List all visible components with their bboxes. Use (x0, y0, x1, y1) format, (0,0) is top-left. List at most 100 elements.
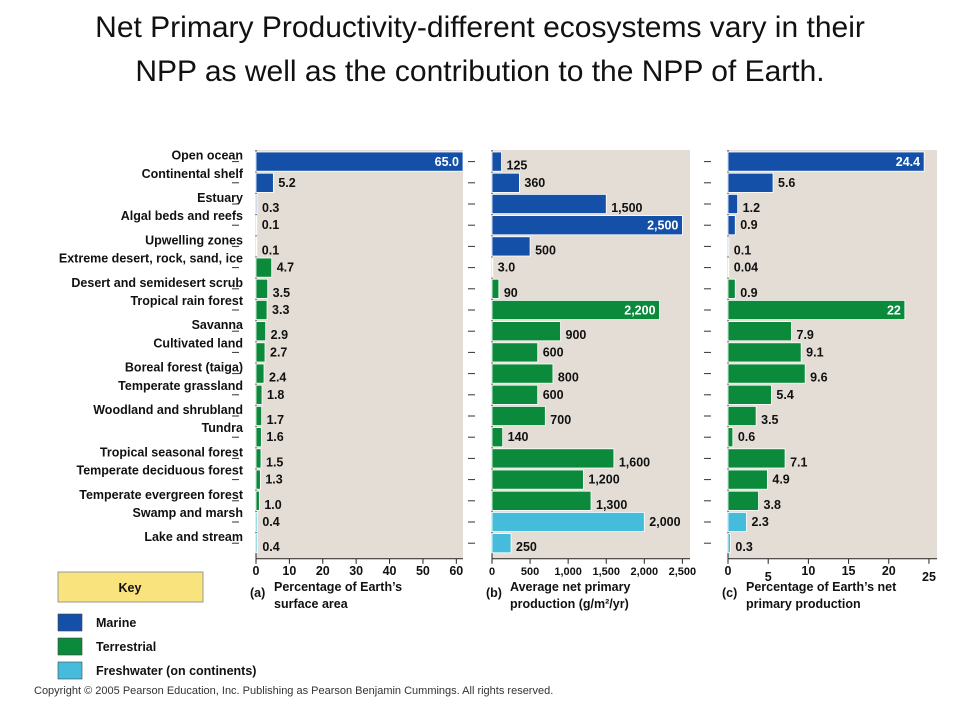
bar (255, 172, 274, 193)
bar (255, 469, 261, 490)
data-label: 24.4 (896, 155, 920, 169)
x-axis-label: Average net primary (510, 580, 630, 594)
bar (491, 278, 500, 299)
data-label: 2,500 (647, 219, 678, 233)
bar (491, 469, 584, 490)
data-label: 1.3 (265, 473, 282, 487)
bar (255, 321, 267, 342)
bar (727, 342, 802, 363)
x-tick-label: 20 (882, 564, 896, 578)
x-tick-label: 40 (383, 564, 397, 578)
x-tick-label: 0 (253, 564, 260, 578)
bar (727, 448, 786, 469)
data-label: 3.0 (498, 261, 515, 275)
x-tick-label: 60 (449, 564, 463, 578)
category-label: Woodland and shrubland (93, 403, 243, 417)
bar (491, 299, 660, 320)
data-label: 600 (543, 345, 564, 359)
data-label: 1.7 (267, 413, 284, 427)
category-label: Tundra (202, 421, 244, 435)
data-label: 1.8 (267, 388, 284, 402)
bar (255, 405, 263, 426)
bar (727, 321, 792, 342)
legend-key-box (57, 571, 204, 603)
x-tick-label: 20 (316, 564, 330, 578)
bar (255, 427, 262, 448)
bar (727, 193, 739, 214)
x-tick-label: 2,500 (669, 566, 697, 578)
data-label: 2.4 (269, 371, 286, 385)
bar (491, 490, 592, 511)
bar (255, 384, 263, 405)
bar (255, 512, 258, 533)
data-label: 0.04 (734, 261, 758, 275)
bar (491, 172, 520, 193)
data-label: 65.0 (435, 155, 459, 169)
x-tick-label: 30 (349, 564, 363, 578)
data-label: 4.9 (772, 473, 789, 487)
bar (727, 215, 736, 236)
data-label: 3.5 (761, 413, 778, 427)
bar (491, 151, 502, 172)
bar (255, 236, 258, 257)
data-label: 1.5 (266, 455, 283, 469)
category-label: Tropical seasonal forest (100, 445, 244, 459)
x-tick-label: 500 (521, 566, 539, 578)
data-label: 1.2 (743, 201, 760, 215)
bar (255, 363, 265, 384)
bar (255, 278, 269, 299)
category-label: Extreme desert, rock, sand, ice (59, 252, 243, 266)
category-label: Desert and semidesert scrub (71, 276, 243, 290)
data-label: 1,300 (596, 498, 627, 512)
data-label: 360 (524, 176, 545, 190)
data-label: 1,200 (588, 473, 619, 487)
data-label: 800 (558, 371, 579, 385)
bar (491, 448, 615, 469)
legend-title: Key (119, 581, 142, 595)
data-label: 140 (508, 430, 529, 444)
x-tick-label: 2,000 (631, 566, 659, 578)
x-tick-label: 0 (725, 564, 732, 578)
data-label: 5.6 (778, 176, 795, 190)
title-line-2: NPP as well as the contribution to the N… (135, 55, 825, 88)
x-tick-label: 10 (801, 564, 815, 578)
panel-letter: (c) (722, 586, 737, 600)
data-label: 250 (516, 540, 537, 554)
bar (491, 215, 683, 236)
legend-label: Marine (96, 616, 136, 630)
x-tick-label: 1,000 (554, 566, 582, 578)
bar (491, 257, 494, 278)
x-tick-label: 15 (842, 564, 856, 578)
data-label: 2.7 (270, 345, 287, 359)
bar (255, 151, 464, 172)
data-label: 5.4 (776, 388, 793, 402)
bar (255, 342, 266, 363)
data-label: 0.1 (262, 243, 279, 257)
x-tick-label: 5 (765, 570, 772, 584)
bar (255, 490, 260, 511)
data-label: 7.1 (790, 455, 807, 469)
category-label: Temperate evergreen forest (79, 488, 244, 502)
legend-swatch (57, 661, 83, 680)
bar (255, 299, 268, 320)
bar (727, 236, 730, 257)
data-label: 900 (566, 328, 587, 342)
data-label: 0.9 (740, 286, 757, 300)
panel-letter: (b) (486, 586, 502, 600)
data-label: 0.4 (262, 540, 279, 554)
legend-swatch (57, 637, 83, 656)
bar (491, 533, 512, 554)
bar (491, 342, 539, 363)
title-line-1: Net Primary Productivity-different ecosy… (95, 11, 865, 44)
data-label: 0.3 (735, 540, 752, 554)
page-title: Net Primary Productivity-different ecosy… (0, 6, 960, 94)
category-label: Continental shelf (142, 167, 244, 181)
bar (255, 448, 262, 469)
data-label: 7.9 (797, 328, 814, 342)
bar (727, 512, 747, 533)
bar (727, 427, 734, 448)
bar (255, 257, 273, 278)
bar (255, 193, 258, 214)
bar (491, 512, 645, 533)
legend-label: Terrestrial (96, 640, 156, 654)
